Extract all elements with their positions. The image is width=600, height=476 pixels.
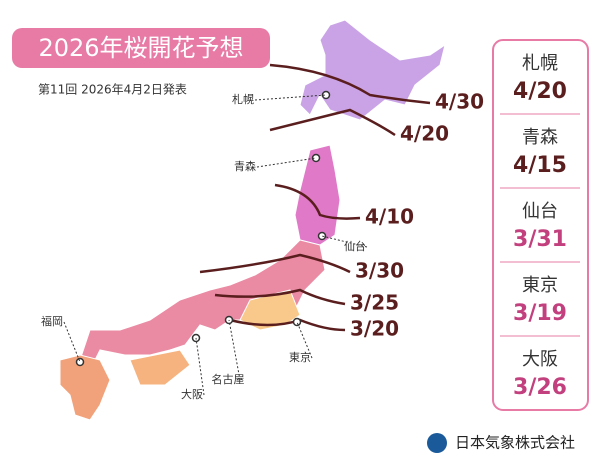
isoline-labels: 4/30 4/20 4/10 3/30 3/253/20 [350, 90, 484, 341]
city-dot [75, 357, 85, 367]
isoline-label: 3/20 [350, 317, 399, 341]
isoline [214, 288, 346, 306]
panel-city: 東京 [522, 275, 558, 296]
subtitle: 第11回 2026年4月2日発表 [38, 83, 187, 97]
city-leader [195, 337, 205, 396]
city-dot [311, 153, 321, 163]
isoline [199, 253, 351, 274]
panel-city: 青森 [522, 127, 558, 148]
panel-date: 4/15 [513, 153, 567, 178]
panel-city: 仙台 [522, 201, 558, 222]
city-dot [317, 231, 327, 241]
logo [427, 433, 447, 453]
panel-date: 4/20 [513, 79, 567, 104]
isoline [274, 183, 361, 220]
panel-rows: 札幌 4/20 青森 4/15 仙台 3/31 東京 3/19 大阪 3/26 [500, 53, 580, 400]
city-label: 札幌 [232, 92, 254, 106]
panel-city: 大阪 [522, 349, 558, 370]
panel [492, 39, 589, 411]
city-label: 仙台 [344, 239, 366, 253]
isoline-label: 3/30 [355, 259, 404, 283]
city-leader [228, 319, 241, 381]
isoline-label: 4/20 [400, 122, 449, 146]
city-leader [63, 321, 81, 363]
panel-city: 札幌 [522, 53, 558, 74]
isoline [269, 108, 396, 137]
title: 2026年桜開花予想 [38, 34, 243, 62]
isoline-label: 4/10 [365, 205, 414, 229]
isoline [269, 63, 431, 105]
isoline-label: 4/30 [435, 90, 484, 114]
city-leader [256, 157, 317, 168]
isoline-label: 3/25 [350, 291, 399, 315]
panel-date: 3/19 [513, 301, 567, 326]
city-label: 大阪 [181, 387, 203, 401]
city-label: 青森 [234, 159, 256, 173]
map [59, 19, 446, 421]
title-box [12, 28, 270, 68]
city-leader [296, 321, 313, 359]
city-label: 東京 [289, 350, 311, 364]
panel-date: 3/26 [513, 375, 567, 400]
city-label: 名古屋 [212, 372, 245, 386]
city-dot [321, 90, 331, 100]
panel-date: 3/31 [513, 227, 567, 252]
city-label: 福岡 [41, 314, 63, 328]
company: 日本気象株式会社 [455, 434, 575, 452]
city-dot [292, 317, 302, 327]
